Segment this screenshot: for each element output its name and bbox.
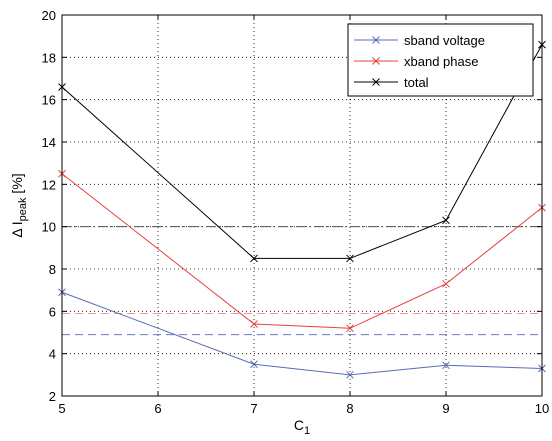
y-tick-label: 12	[42, 177, 56, 192]
legend-entry: total	[354, 75, 429, 90]
legend-swatch-marker	[372, 36, 380, 44]
x-axis-label-subscript: 1	[304, 425, 310, 437]
data-point	[250, 320, 258, 328]
legend-label: total	[404, 75, 429, 90]
data-point	[250, 254, 258, 263]
x-tick-label: 5	[58, 401, 65, 416]
x-tick-label: 7	[250, 401, 257, 416]
x-tick-label: 9	[442, 401, 449, 416]
reference-lines	[62, 226, 542, 336]
legend-entry: xband phase	[354, 54, 478, 69]
x-tick-label: 6	[154, 401, 161, 416]
y-axis-label-unit: [%]	[9, 173, 25, 197]
series	[58, 40, 546, 263]
data-point	[346, 324, 354, 333]
y-axis-label-main: Δ I	[9, 221, 25, 237]
y-tick-label: 6	[49, 304, 56, 319]
series-line	[61, 173, 543, 329]
data-point	[250, 360, 258, 369]
y-tick-label: 10	[42, 220, 56, 235]
x-axis-label: C1	[294, 417, 310, 437]
y-tick-label: 16	[42, 93, 56, 108]
y-tick-label: 8	[49, 262, 56, 277]
data-point	[346, 254, 354, 263]
data-point	[442, 361, 450, 370]
data-point	[442, 216, 450, 225]
y-tick-label: 14	[42, 135, 56, 150]
legend-label: xband phase	[404, 54, 478, 69]
y-tick-label: 20	[42, 8, 56, 23]
y-tick-label: 2	[49, 389, 56, 404]
series-line	[61, 291, 543, 376]
data-point	[442, 279, 450, 288]
legend-entry: sband voltage	[354, 33, 485, 48]
y-axis-label-subscript: peak	[17, 197, 29, 221]
x-tick-label: 8	[346, 401, 353, 416]
plot-frame	[61, 14, 543, 397]
y-tick-label: 18	[42, 50, 56, 65]
axis-ticks: 5 6 7 8 9 10 2 4 6 8 10 12 14 16 18 20	[42, 8, 550, 416]
series	[58, 169, 546, 333]
legend-swatch-marker	[372, 57, 380, 65]
data-point	[346, 370, 354, 379]
legend-swatch-marker	[372, 78, 380, 86]
series	[58, 288, 546, 379]
x-tick-label: 10	[535, 401, 549, 416]
x-axis-label-main: C	[294, 417, 304, 433]
y-axis-label: Δ Ipeak [%]	[9, 173, 29, 237]
legend: sband voltage xband phase total	[347, 23, 534, 97]
legend-box	[347, 23, 534, 97]
y-tick-label: 4	[49, 347, 56, 362]
legend-label: sband voltage	[404, 33, 485, 48]
